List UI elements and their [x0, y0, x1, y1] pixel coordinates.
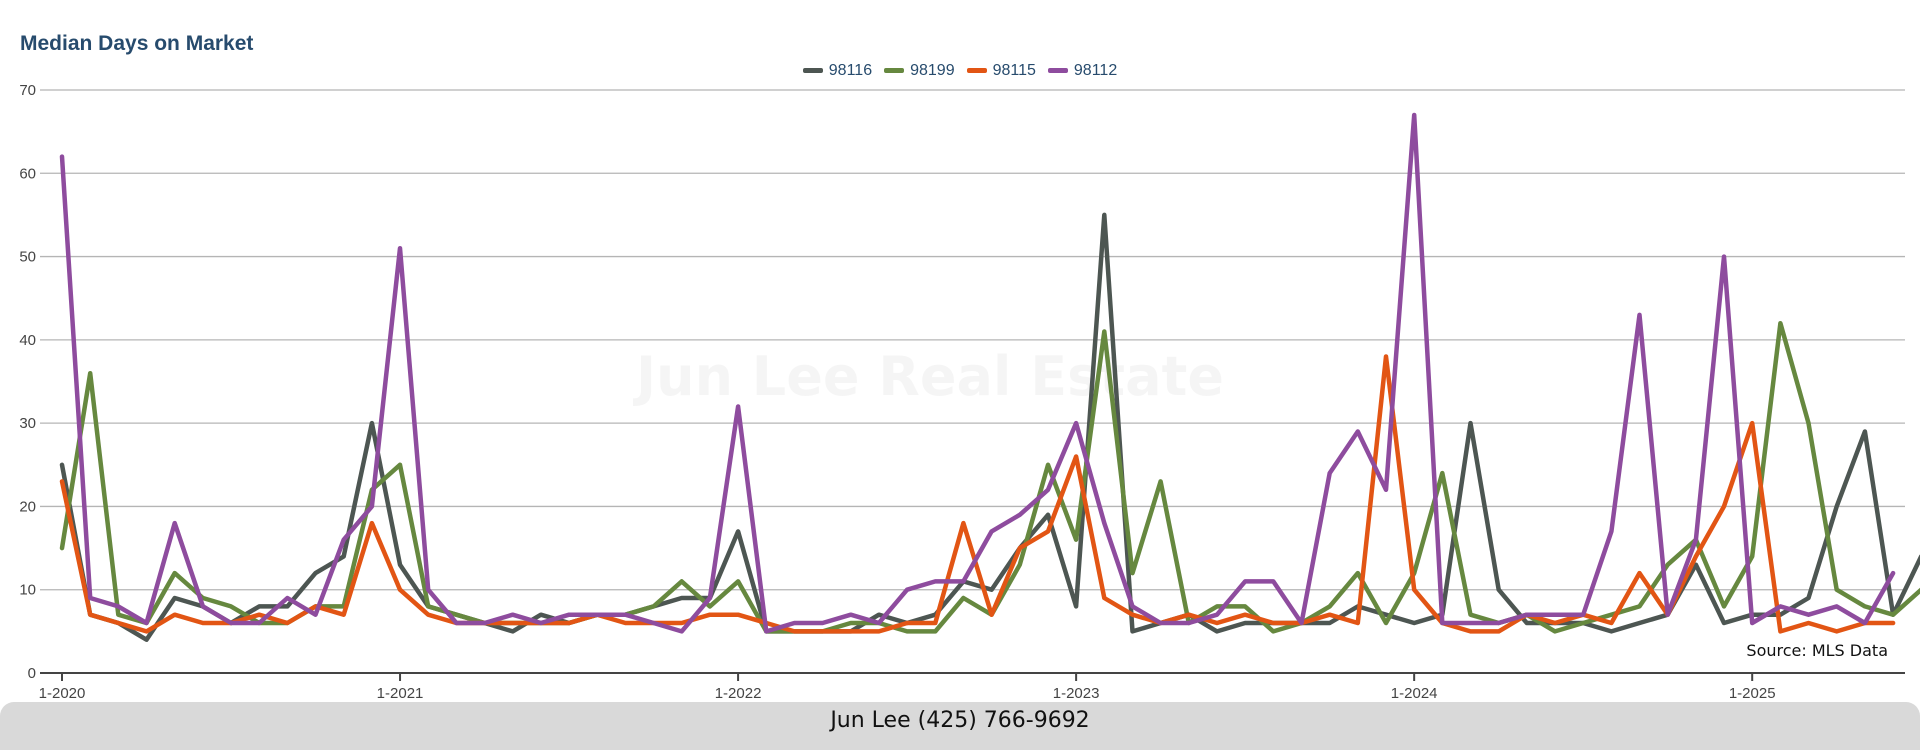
footer-contact-text: Jun Lee (425) 766-9692	[830, 708, 1090, 733]
y-tick-label: 40	[19, 332, 36, 349]
legend-swatch	[884, 68, 905, 74]
legend-label: 98115	[992, 62, 1036, 79]
y-tick-label: 60	[19, 165, 36, 182]
x-tick-label: 1-2025	[1729, 685, 1776, 700]
y-tick-label: 10	[19, 582, 36, 599]
y-tick-label: 50	[19, 249, 36, 266]
legend-item-98116[interactable]: 98116	[802, 62, 873, 80]
chart-legend: 98116 98199 98115 98112	[0, 62, 1920, 80]
x-tick-label: 1-2020	[39, 685, 86, 700]
source-note: Source: MLS Data	[1746, 641, 1888, 660]
x-tick-label: 1-2024	[1391, 685, 1438, 700]
legend-item-98112[interactable]: 98112	[1047, 62, 1118, 80]
line-chart: 0 10 20 30 40 50 60 70 1-2020 1-2021 1-2022 1-2023 1…	[19, 82, 1920, 700]
legend-label: 98116	[828, 62, 873, 79]
y-tick-label: 30	[19, 415, 36, 432]
x-tick-label: 1-2021	[377, 685, 424, 700]
legend-item-98199[interactable]: 98199	[884, 62, 955, 80]
legend-swatch	[1047, 68, 1068, 74]
series-line-98199	[59, 320, 1920, 634]
y-tick-label: 70	[19, 82, 36, 99]
series-line-98115	[59, 354, 1896, 634]
chart-title: Median Days on Market	[20, 32, 254, 55]
y-tick-label: 20	[19, 498, 36, 515]
x-tick-label: 1-2022	[715, 685, 762, 700]
footer-contact-bar: Jun Lee (425) 766-9692	[0, 702, 1920, 750]
legend-swatch	[966, 68, 987, 74]
legend-label: 98112	[1073, 62, 1118, 79]
series-line-98112	[59, 112, 1896, 634]
legend-swatch	[802, 68, 823, 74]
legend-label: 98199	[910, 62, 955, 79]
y-tick-label: 0	[28, 665, 36, 682]
legend-item-98115[interactable]: 98115	[966, 62, 1036, 80]
x-tick-label: 1-2023	[1053, 685, 1100, 700]
